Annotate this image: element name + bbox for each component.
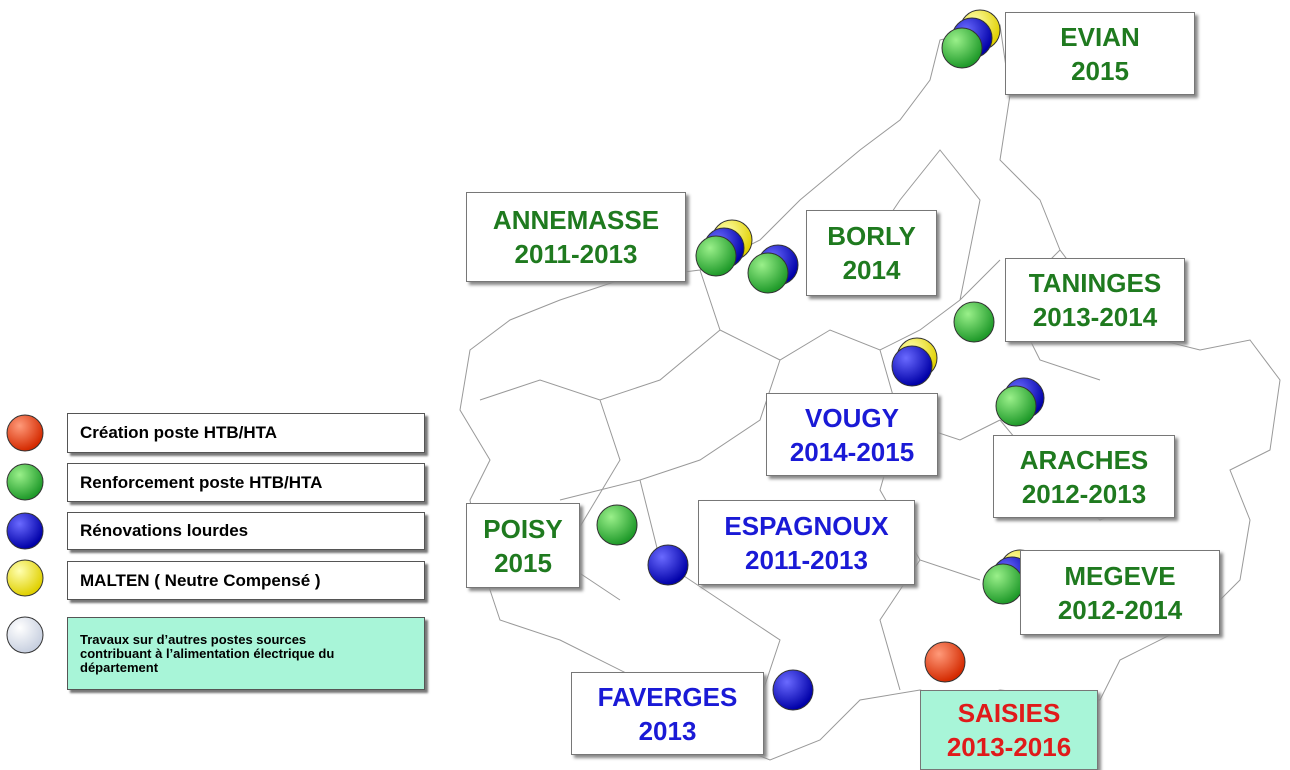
site-name: POISY	[483, 513, 563, 544]
site-label: EVIAN 2015	[1005, 12, 1195, 95]
site-years: 2012-2013	[1021, 478, 1147, 509]
site-label: BORLY 2014	[806, 210, 937, 296]
legend-label: MALTEN ( Neutre Compensé )	[80, 570, 321, 590]
site-label: ARACHES 2012-2013	[993, 435, 1175, 518]
site-years: 2011-2013	[514, 239, 638, 269]
site-marker	[772, 669, 814, 711]
site-years: 2015	[1071, 55, 1129, 86]
site-name: VOUGY	[805, 402, 899, 433]
site-years: 2013	[638, 715, 697, 746]
site-marker	[596, 504, 638, 546]
site-years: 2013-2016	[946, 732, 1072, 762]
site-label: ESPAGNOUX 2011-2013	[698, 500, 915, 585]
site-marker	[6, 559, 44, 597]
site-marker	[747, 252, 789, 294]
site-years: 2015	[494, 547, 552, 578]
site-marker	[941, 27, 983, 69]
site-label: TANINGES 2013-2014	[1005, 258, 1185, 342]
site-name: MEGEVE	[1064, 560, 1176, 591]
site-marker	[924, 641, 966, 683]
site-marker	[995, 385, 1037, 427]
site-name: ARACHES	[1019, 444, 1149, 475]
site-marker	[6, 616, 44, 654]
legend-label: Renforcement poste HTB/HTA	[80, 472, 323, 492]
site-label: VOUGY 2014-2015	[766, 393, 938, 476]
site-marker	[695, 235, 737, 277]
site-marker	[6, 414, 44, 452]
legend-label: Création poste HTB/HTA	[80, 423, 278, 442]
site-name: SAISIES	[957, 698, 1061, 728]
site-marker	[6, 463, 44, 501]
site-years: 2011-2013	[745, 544, 868, 575]
legend-item: MALTEN ( Neutre Compensé )	[67, 561, 425, 600]
site-name: EVIAN	[1060, 21, 1140, 52]
site-name: FAVERGES	[597, 681, 738, 712]
site-name: BORLY	[827, 221, 916, 251]
legend-item: Travaux sur d’autres postes sources cont…	[67, 617, 425, 690]
legend-item: Renforcement poste HTB/HTA	[67, 463, 425, 502]
site-marker	[953, 301, 995, 343]
site-years: 2014-2015	[789, 436, 915, 467]
site-years: 2012-2014	[1057, 594, 1183, 625]
site-marker	[6, 512, 44, 550]
site-label: POISY 2015	[466, 503, 580, 588]
site-years: 2014	[842, 255, 901, 285]
site-years: 2013-2014	[1032, 302, 1158, 332]
site-label: MEGEVE 2012-2014	[1020, 550, 1220, 635]
legend-label: Travaux sur d’autres postes sources cont…	[80, 631, 335, 675]
site-name: TANINGES	[1028, 268, 1162, 298]
site-name: ANNEMASSE	[492, 205, 660, 235]
site-name: ESPAGNOUX	[724, 510, 889, 541]
site-marker	[647, 544, 689, 586]
site-label: SAISIES 2013-2016	[920, 690, 1098, 770]
legend-label: Rénovations lourdes	[80, 521, 249, 540]
site-marker	[891, 345, 933, 387]
site-label: FAVERGES 2013	[571, 672, 764, 755]
site-marker	[982, 563, 1024, 605]
site-label: ANNEMASSE 2011-2013	[466, 192, 686, 282]
legend-item: Création poste HTB/HTA	[67, 413, 425, 453]
legend-item: Rénovations lourdes	[67, 512, 425, 550]
